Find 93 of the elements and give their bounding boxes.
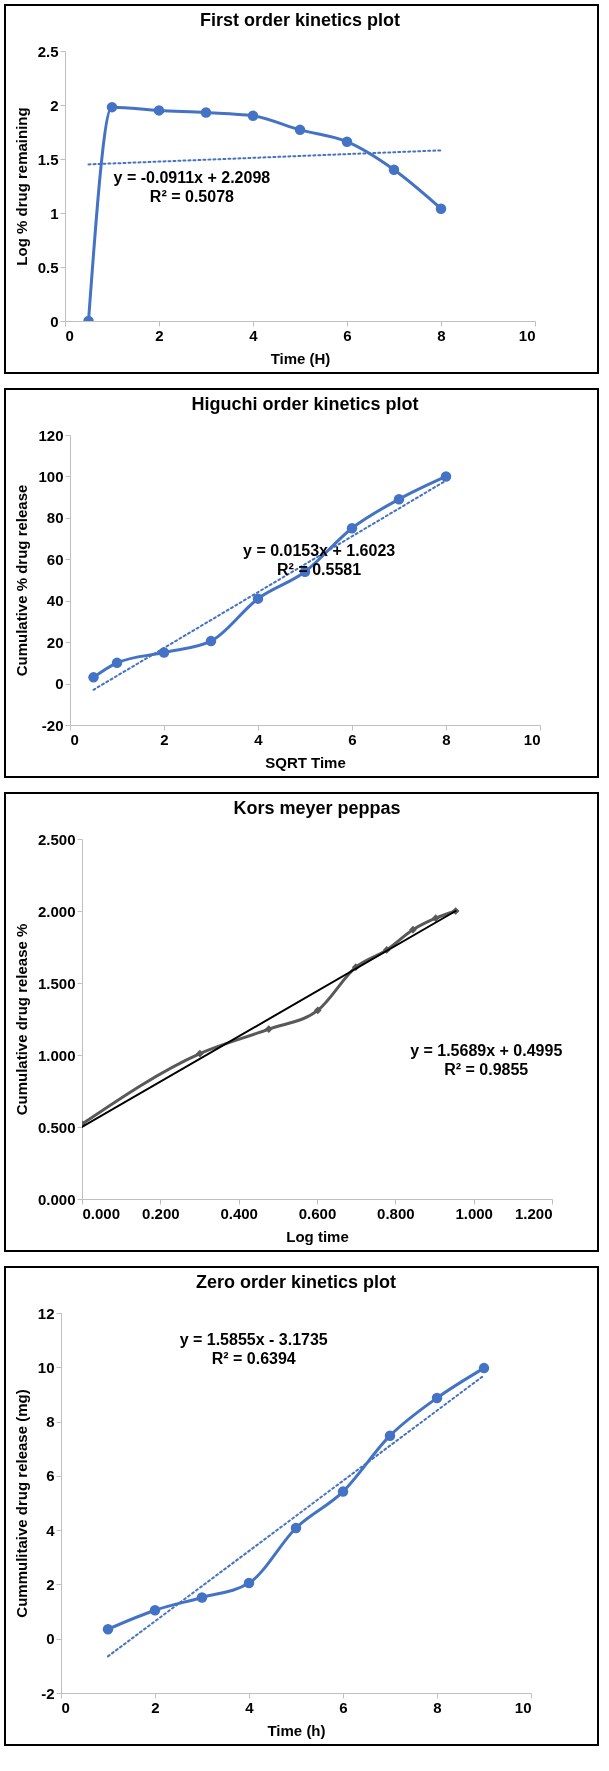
y-tick-label: 0.000: [37, 1190, 76, 1208]
y-axis-title: Cummulitaive drug release (mg): [12, 1389, 30, 1618]
x-axis-title: SQRT Time: [265, 753, 346, 771]
point: [106, 101, 118, 113]
x-tick-label: 0.400: [220, 1204, 258, 1222]
x-tick-label: 8: [433, 1698, 442, 1716]
y-tick-label: 1.500: [37, 974, 76, 992]
chart-title: Zero order kinetics plot: [195, 1272, 397, 1292]
y-tick-label: 6: [46, 1467, 55, 1485]
y-tick-label: 80: [46, 509, 64, 527]
point: [243, 1577, 255, 1589]
y-tick-label: 60: [46, 550, 64, 568]
y-tick-label: 40: [46, 592, 64, 610]
y-tick-label: 20: [46, 633, 64, 651]
point: [341, 136, 353, 147]
chart-title: Higuchi order kinetics plot: [191, 394, 419, 414]
x-tick-label: 8: [442, 730, 451, 748]
annotation: y = 1.5689x + 0.4995: [410, 1042, 563, 1060]
y-tick-label: 1.000: [37, 1046, 76, 1064]
y-tick-label: 1.5: [37, 150, 59, 168]
x-axis-title: Time (h): [267, 1721, 326, 1739]
y-tick-label: 2: [50, 96, 59, 114]
x-tick-label: 10: [518, 326, 536, 344]
point: [346, 522, 358, 534]
y-tick-label: 10: [37, 1358, 55, 1376]
point: [294, 124, 306, 136]
y-tick-label: 4: [46, 1521, 56, 1539]
x-tick-label: 10: [523, 730, 541, 748]
point: [252, 593, 264, 604]
x-axis-title: Log time: [286, 1227, 349, 1245]
y-tick-label: 100: [38, 467, 64, 485]
y-tick-label: 0: [46, 1630, 55, 1648]
y-tick-label: 2.5: [37, 42, 59, 60]
point: [431, 1392, 443, 1404]
chart-title: First order kinetics plot: [199, 10, 401, 30]
x-tick-label: 0.200: [142, 1204, 180, 1222]
y-tick-label: 0: [55, 675, 64, 693]
y-tick-label: 2: [46, 1575, 55, 1593]
point: [111, 657, 123, 669]
x-tick-label: 2: [155, 326, 164, 344]
x-tick-label: 2: [151, 1698, 160, 1716]
point: [88, 672, 99, 683]
point: [440, 471, 452, 482]
y-tick-label: 1: [50, 204, 59, 222]
y-axis-title: Cumulative drug release %: [12, 923, 30, 1116]
y-axis-title: Log % drug remaining: [12, 107, 30, 266]
x-tick-label: 6: [343, 326, 352, 344]
x-tick-label: 2: [160, 730, 169, 748]
annotation: y = 1.5855x - 3.1735: [179, 1330, 328, 1348]
x-tick-label: 4: [245, 1698, 255, 1716]
x-tick-label: 6: [339, 1698, 348, 1716]
y-tick-label: 120: [38, 426, 64, 444]
point: [478, 1362, 490, 1374]
y-tick-label: 8: [46, 1413, 55, 1431]
point: [200, 107, 212, 118]
annotation: R² = 0.6394: [211, 1349, 296, 1367]
point: [388, 164, 400, 176]
x-tick-label: 4: [249, 326, 259, 344]
annotation: R² = 0.9855: [444, 1061, 529, 1079]
point: [149, 1604, 161, 1616]
annotation: R² = 0.5078: [149, 187, 235, 205]
x-tick-label: 6: [348, 730, 357, 748]
y-tick-label: -20: [41, 716, 64, 734]
point: [153, 105, 165, 116]
annotation: y = 0.0153x + 1.6023: [243, 542, 396, 559]
point: [290, 1522, 302, 1534]
annotation: y = -0.0911x + 2.2098: [113, 168, 271, 186]
point: [205, 635, 217, 647]
point: [384, 1430, 396, 1441]
x-tick-label: 0.000: [82, 1204, 121, 1222]
y-tick-label: 2.000: [37, 902, 76, 920]
x-axis-title: Time (H): [270, 349, 331, 367]
y-tick-label: 0.5: [37, 258, 59, 276]
x-tick-label: 4: [254, 730, 264, 748]
point: [102, 1623, 114, 1635]
point: [435, 203, 447, 214]
x-tick-label: 0.800: [377, 1204, 415, 1222]
x-tick-label: 8: [437, 326, 446, 344]
point: [393, 493, 405, 505]
x-tick-label: 1.200: [514, 1204, 553, 1222]
point: [196, 1592, 208, 1603]
y-axis-title: Cumulative % drug release: [13, 484, 31, 677]
chart-title: Kors meyer peppas: [233, 798, 401, 818]
y-tick-label: 12: [37, 1304, 55, 1322]
y-tick-label: 0: [50, 312, 59, 330]
point: [337, 1486, 349, 1497]
x-tick-label: 0.600: [298, 1204, 337, 1222]
x-tick-label: 10: [514, 1698, 532, 1716]
point: [247, 110, 259, 122]
y-tick-label: 0.500: [37, 1118, 76, 1136]
y-tick-label: -2: [41, 1684, 55, 1702]
x-tick-label: 1.000: [455, 1204, 493, 1222]
y-tick-label: 2.500: [37, 830, 76, 848]
